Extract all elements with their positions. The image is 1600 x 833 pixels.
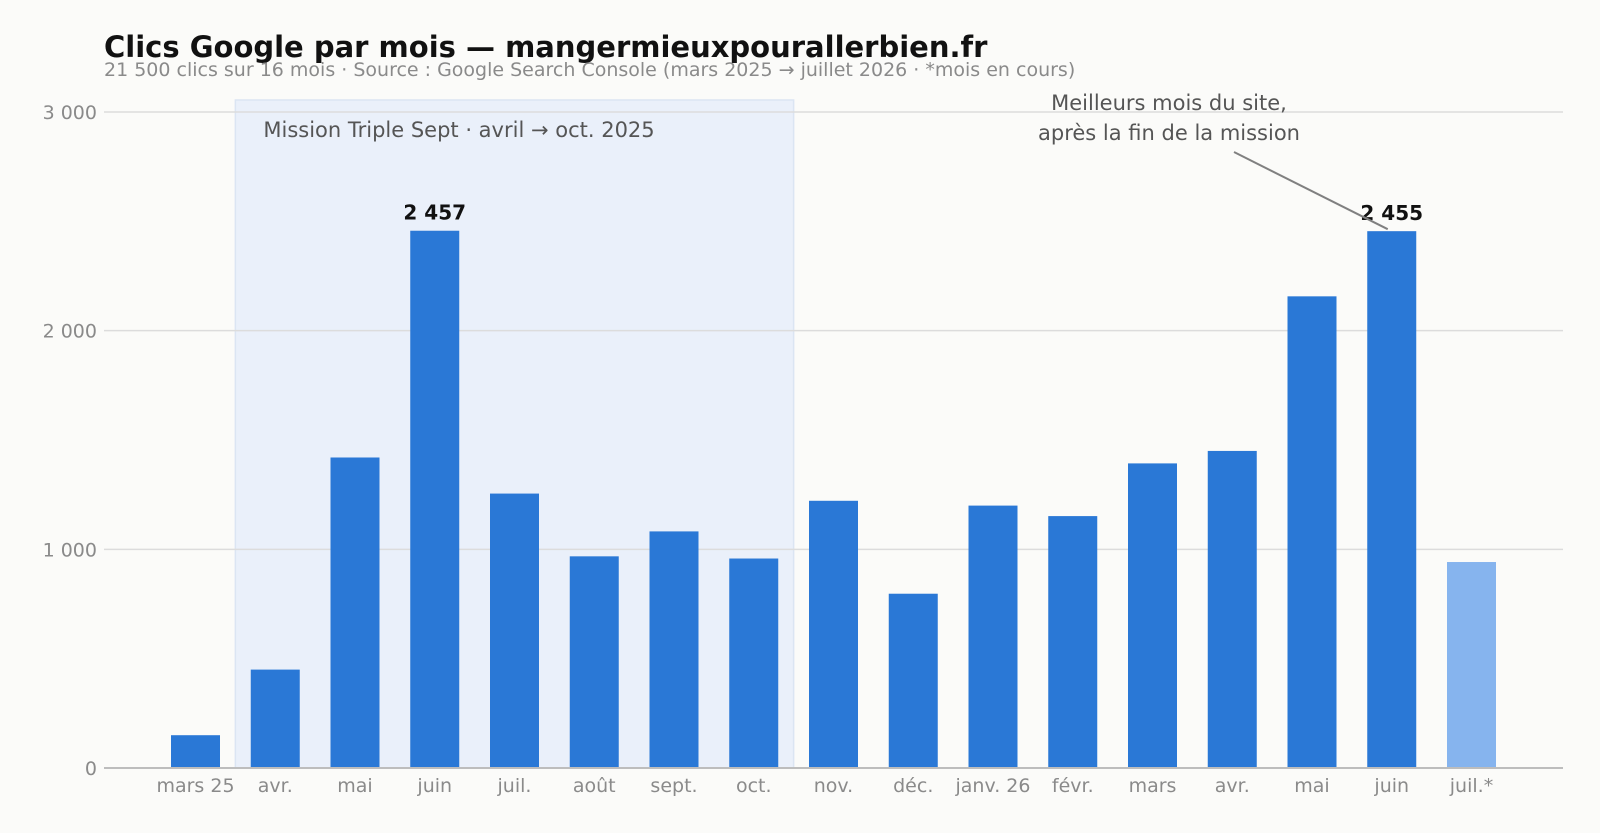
bar	[1128, 463, 1177, 768]
y-tick-label: 2 000	[43, 321, 97, 343]
annotation-pointer-line	[1233, 151, 1389, 231]
bar	[809, 500, 858, 768]
x-tick-label: sept.	[650, 775, 697, 797]
y-tick-label: 0	[85, 758, 97, 780]
x-tick-label: août	[573, 775, 616, 797]
x-tick-label: févr.	[1052, 775, 1094, 797]
bar	[171, 735, 220, 768]
x-tick-label: juin	[1373, 775, 1409, 797]
bar	[649, 531, 699, 768]
bar	[968, 505, 1018, 768]
data-label: 2 455	[1360, 201, 1423, 225]
chart-subtitle: 21 500 clics sur 16 mois · Source : Goog…	[104, 59, 1076, 81]
annotation-text: Meilleurs mois du site,	[1051, 91, 1287, 115]
bar	[1447, 562, 1496, 768]
annotation-text: après la fin de la mission	[1038, 121, 1300, 145]
x-tick-label: mai	[1294, 775, 1329, 797]
bar	[569, 556, 619, 768]
bar	[1287, 296, 1337, 768]
bar	[1048, 516, 1098, 768]
y-tick-label: 1 000	[43, 539, 97, 561]
x-tick-label: mai	[337, 775, 372, 797]
x-tick-label: mars 25	[156, 775, 234, 797]
highlight-band-label: Mission Triple Sept · avril → oct. 2025	[263, 118, 654, 142]
x-tick-label: janv. 26	[955, 775, 1031, 797]
bar	[729, 558, 779, 768]
bar	[330, 457, 380, 768]
x-tick-label: avr.	[258, 775, 293, 797]
y-tick-label: 3 000	[43, 102, 97, 124]
data-label: 2 457	[403, 201, 466, 225]
bar	[250, 669, 300, 768]
x-tick-label: nov.	[814, 775, 853, 797]
x-tick-label: déc.	[893, 775, 933, 797]
x-tick-label: mars	[1129, 775, 1177, 797]
x-tick-label: avr.	[1215, 775, 1250, 797]
x-tick-label: juil.*	[1449, 775, 1493, 797]
bar	[888, 593, 938, 768]
bar	[1367, 231, 1417, 768]
x-tick-label: juin	[416, 775, 452, 797]
chart-title: Clics Google par mois — mangermieuxpoura…	[104, 30, 988, 64]
bar	[490, 493, 539, 768]
bar	[410, 230, 460, 769]
x-tick-label: oct.	[736, 775, 772, 797]
x-tick-label: juil.	[497, 775, 532, 797]
bar	[1207, 450, 1257, 768]
